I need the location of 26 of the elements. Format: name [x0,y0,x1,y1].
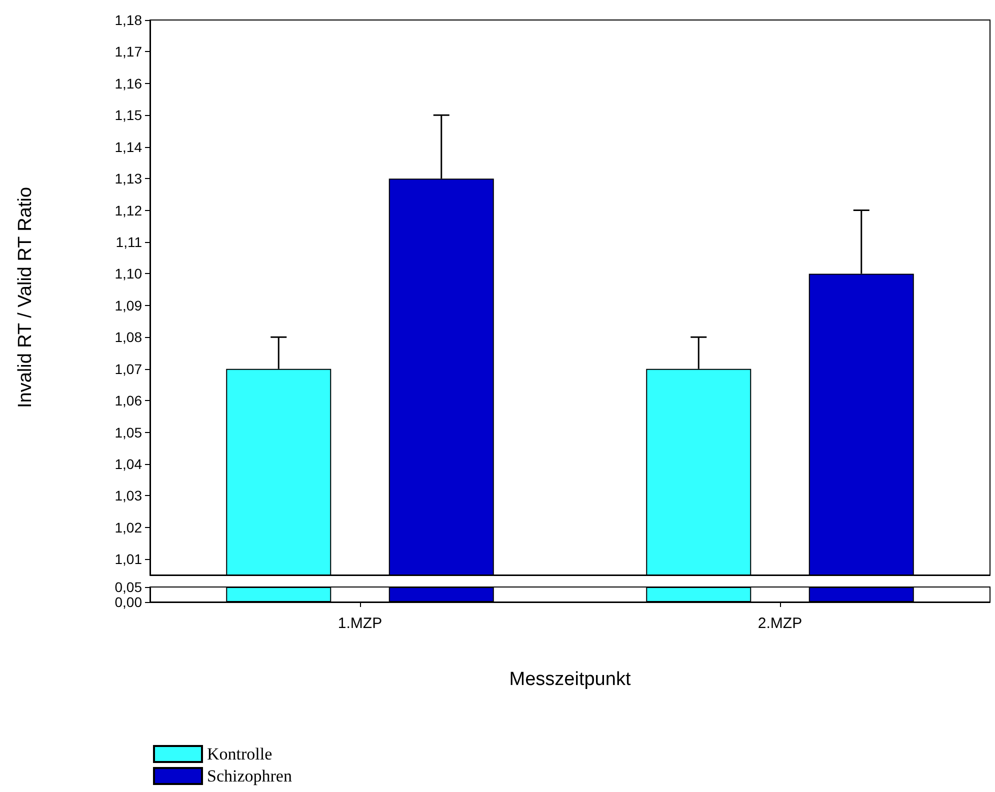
y-tick-label: 1,10 [114,266,142,282]
y-tick-label: 1,17 [114,44,142,60]
y-tick-label: 1,04 [114,456,142,472]
y-tick-label: 1,16 [114,75,142,92]
y-tick-label: 1,07 [114,360,142,377]
legend-label: Schizophren [207,766,292,786]
y-tick-label: 1,03 [114,488,142,504]
y-tick-label: 1,01 [114,551,142,568]
y-axis-title: Invalid RT / Valid RT Ratio [15,186,36,408]
y-tick-label: 1,14 [114,138,142,155]
y-tick-label: 1,06 [114,392,142,409]
y-tick-label: 1,02 [114,519,142,536]
y-tick-label: 1,15 [114,107,142,124]
y-tick-label: 1,11 [116,234,142,250]
x-tick-label: 1.MZP [338,615,382,632]
y-tick-label: 0,05 [114,579,142,595]
y-tick-label: 1,12 [114,202,142,218]
y-tick-label: 1,08 [114,329,142,346]
y-tick-label: 1,05 [114,424,142,440]
y-tick-label: 1,18 [114,12,142,28]
y-tick-label: 1,09 [114,297,142,314]
y-tick-label: 1,13 [114,170,142,187]
x-tick-label: 2.MZP [758,615,802,632]
y-tick-label: 0,00 [114,594,142,610]
legend-label: Kontrolle [207,744,272,764]
x-axis-title: Messzeitpunkt [509,669,632,690]
